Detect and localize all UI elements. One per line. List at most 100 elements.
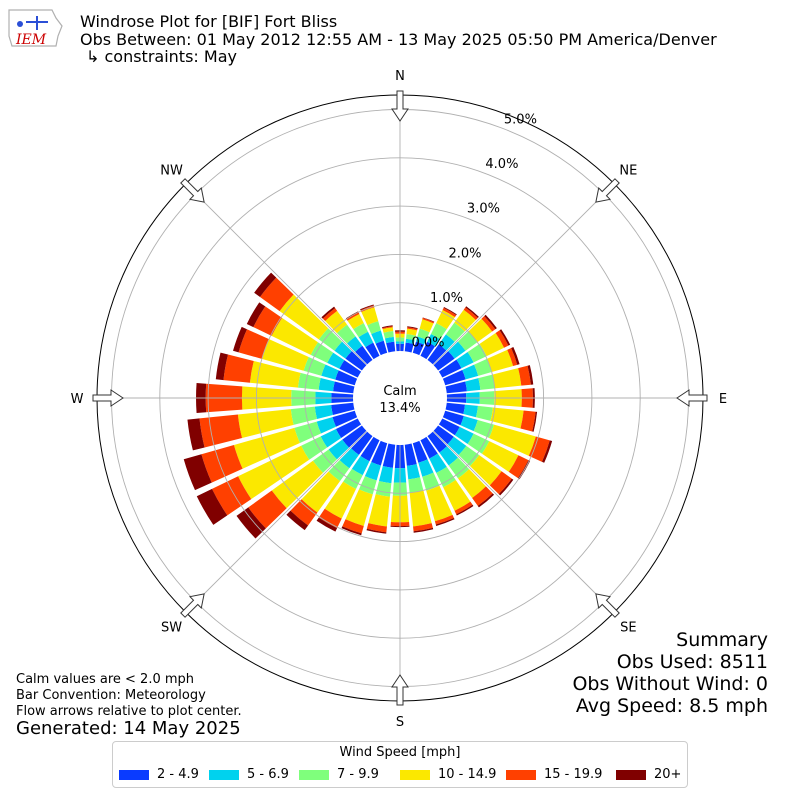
- bar-segment: [508, 455, 529, 479]
- bar-segment: [366, 523, 387, 533]
- legend-item: 5 - 6.9: [209, 767, 289, 782]
- bar-segment: [443, 480, 471, 511]
- legend-swatch: [400, 769, 430, 780]
- bar-segment: [430, 323, 447, 340]
- bar-segment: [445, 402, 466, 415]
- bar-segment: [474, 358, 492, 376]
- convention-note: Bar Convention: Meteorology: [16, 688, 206, 703]
- bar-segment: [382, 326, 393, 330]
- bar-segment: [419, 319, 434, 333]
- bar-segment: [426, 485, 453, 522]
- bar-segment: [325, 310, 348, 334]
- bar-segment: [463, 404, 478, 418]
- bar-segment: [468, 318, 493, 343]
- bar-segment: [384, 336, 395, 344]
- calm-label: Calm: [383, 384, 416, 399]
- legend-item: 2 - 4.9: [119, 767, 199, 782]
- legend-title: Wind Speed [mph]: [339, 745, 461, 760]
- bar-segment: [358, 476, 377, 495]
- bar-segment: [542, 440, 553, 463]
- bar-segment: [246, 302, 266, 328]
- bar-segment: [443, 306, 457, 316]
- bar-segment: [420, 341, 436, 360]
- compass-label: SE: [620, 620, 636, 635]
- flow-arrow-shape: [595, 593, 620, 618]
- legend-item: 10 - 14.9: [400, 767, 496, 782]
- flow-arrow-shape: [391, 90, 409, 122]
- bar-segment: [406, 328, 418, 336]
- grid-spoke: [432, 183, 615, 366]
- bar-segment: [438, 359, 462, 378]
- bar-segment: [458, 469, 486, 499]
- bar-segment: [336, 324, 356, 344]
- bar-segment: [236, 507, 266, 539]
- bar-segment: [412, 341, 425, 356]
- bar-segment: [382, 443, 396, 468]
- bar-segment: [321, 364, 339, 380]
- bar-segment: [360, 436, 380, 462]
- bar-segment: [472, 486, 493, 506]
- bar-segment: [489, 424, 536, 456]
- grid-spoke: [432, 430, 615, 613]
- bar-segment: [238, 329, 270, 359]
- legend-swatch: [119, 769, 149, 780]
- calm-value: 13.4%: [379, 401, 420, 416]
- bar-segment: [343, 468, 363, 490]
- bar-segment: [473, 420, 495, 439]
- bar-segment: [318, 508, 342, 529]
- bar-segment: [346, 312, 360, 321]
- summary-avg-speed: Avg Speed: 8.5 mph: [575, 695, 768, 717]
- bar-segment: [436, 466, 456, 488]
- bar-segment: [458, 445, 480, 467]
- flow-arrow-shape: [180, 178, 205, 203]
- bar-segment: [347, 313, 364, 330]
- bar-segment: [335, 370, 358, 386]
- bar-segment: [427, 431, 447, 453]
- bar-segment: [341, 526, 362, 536]
- flow-arrow-icon: [180, 178, 205, 203]
- logo-text: IEM: [15, 32, 47, 48]
- bar-segment: [407, 326, 418, 330]
- bar-segment: [409, 490, 432, 527]
- flow-arrow-icon: [595, 593, 620, 618]
- bar-segment: [199, 414, 243, 448]
- bar-segment: [532, 411, 538, 432]
- radial-tick-label: 4.0%: [485, 157, 518, 172]
- bar-segment: [481, 316, 496, 332]
- bar-segment: [375, 481, 392, 497]
- bar-segment: [492, 368, 522, 389]
- generated-date: Generated: 14 May 2025: [16, 718, 241, 739]
- bar-segment: [528, 436, 550, 462]
- bar-segment: [361, 307, 379, 326]
- flow-arrow-icon: [595, 178, 620, 203]
- bar-segment: [331, 402, 355, 415]
- bar-segment: [183, 454, 212, 491]
- radial-tick-label: 2.0%: [448, 246, 481, 261]
- bar-segment: [456, 352, 474, 369]
- bar-segment: [294, 421, 321, 444]
- bar-segment: [456, 504, 474, 516]
- legend-swatch: [209, 769, 239, 780]
- bar-segment: [316, 517, 338, 532]
- radial-tick-label: 5.0%: [504, 112, 537, 127]
- legend-label: 2 - 4.9: [157, 767, 199, 782]
- bar-segment: [413, 523, 433, 532]
- bar-segment: [342, 425, 367, 448]
- bar-segment: [367, 321, 381, 334]
- bar-segment: [434, 514, 454, 525]
- constraints-label: ↳ constraints: May: [86, 47, 237, 66]
- bar-segment: [368, 494, 390, 527]
- bar-segment: [407, 327, 418, 331]
- bar-segment: [249, 361, 301, 388]
- flow-arrow-icon: [92, 389, 124, 407]
- bar-segment: [467, 433, 490, 454]
- bar-segment: [318, 377, 335, 392]
- bar-segment: [478, 374, 495, 390]
- bar-segment: [470, 455, 502, 486]
- summary-title: Summary: [676, 629, 768, 651]
- bar-segment: [303, 356, 326, 376]
- calm-note: Calm values are < 2.0 mph: [16, 672, 195, 687]
- speed-legend: Wind Speed [mph] 2 - 4.9 5 - 6.9 7 - 9.9 10…: [112, 741, 688, 788]
- bar-segment: [320, 428, 342, 448]
- legend-label: 7 - 9.9: [337, 767, 379, 782]
